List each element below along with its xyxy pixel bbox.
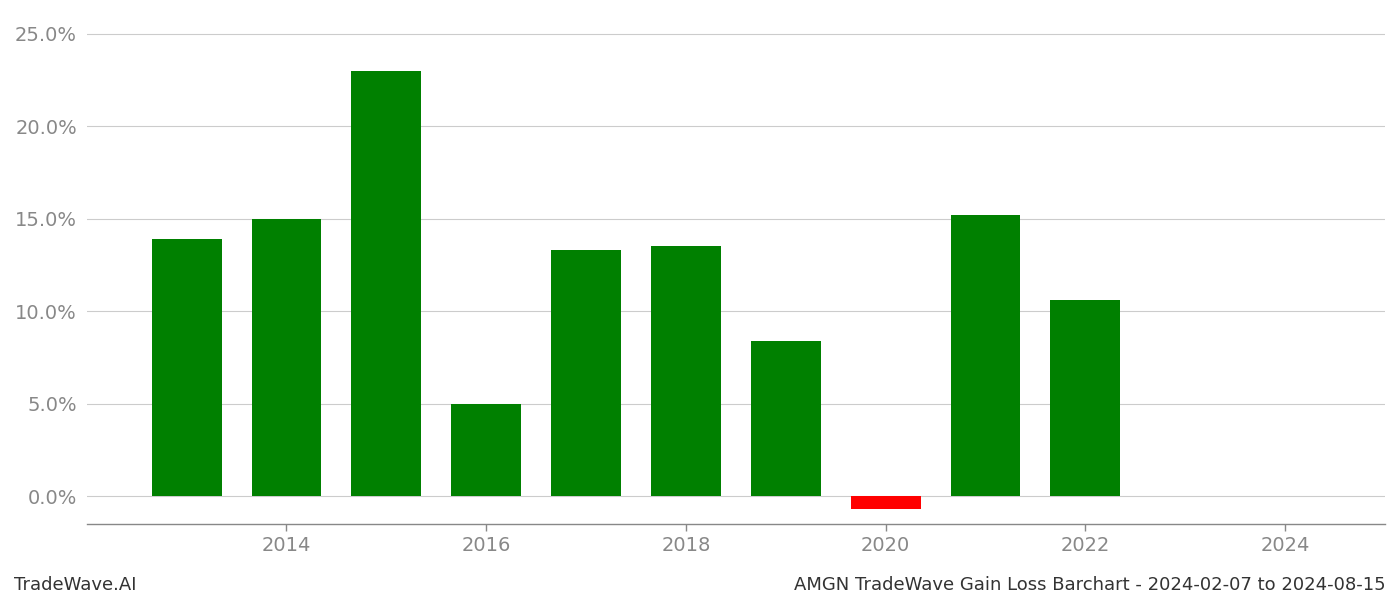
Text: TradeWave.AI: TradeWave.AI (14, 576, 137, 594)
Bar (351, 71, 421, 496)
Bar (252, 218, 322, 496)
Bar (651, 247, 721, 496)
Bar (750, 341, 820, 496)
Bar (851, 496, 921, 509)
Bar (151, 239, 221, 496)
Bar (552, 250, 622, 496)
Text: AMGN TradeWave Gain Loss Barchart - 2024-02-07 to 2024-08-15: AMGN TradeWave Gain Loss Barchart - 2024… (794, 576, 1386, 594)
Bar (451, 404, 521, 496)
Bar (1050, 300, 1120, 496)
Bar (951, 215, 1021, 496)
